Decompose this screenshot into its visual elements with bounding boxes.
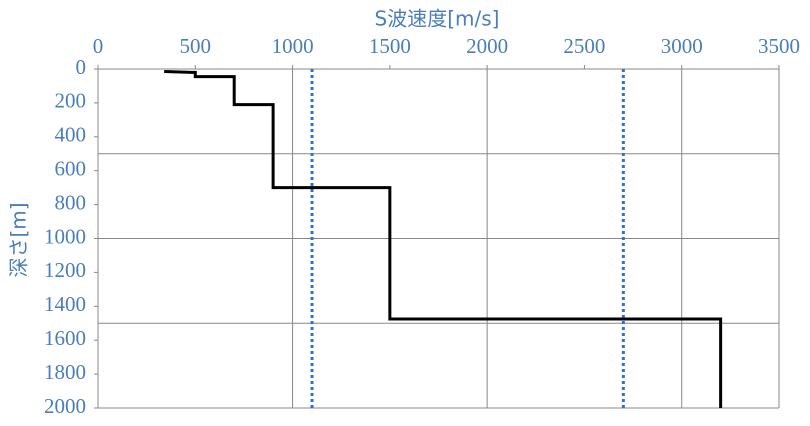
profile-line [164,70,723,408]
y-tick-label: 1400 [44,292,86,316]
x-tick-label: 3000 [661,34,703,58]
y-tick-label: 600 [55,157,87,181]
x-tick-label: 2500 [563,34,605,58]
y-tick-label: 0 [76,55,87,79]
y-tick-label: 1200 [44,258,86,282]
x-tick-label: 500 [180,34,212,58]
y-tick-label: 1600 [44,326,86,350]
chart-title: S波速度[m/s] [375,7,500,31]
x-tick-label: 1500 [369,34,411,58]
y-tick-label: 1800 [44,360,86,384]
x-tick-label: 1000 [272,34,314,58]
y-tick-label: 1000 [44,224,86,248]
x-tick-label: 0 [93,34,104,58]
y-tick-label: 2000 [44,394,86,418]
x-tick-label: 2000 [466,34,508,58]
y-axis-label: 深さ[m] [7,202,31,277]
y-tick-label: 800 [55,190,87,214]
y-tick-label: 200 [55,89,87,113]
x-tick-label: 3500 [758,34,800,58]
y-tick-label: 400 [55,123,87,147]
